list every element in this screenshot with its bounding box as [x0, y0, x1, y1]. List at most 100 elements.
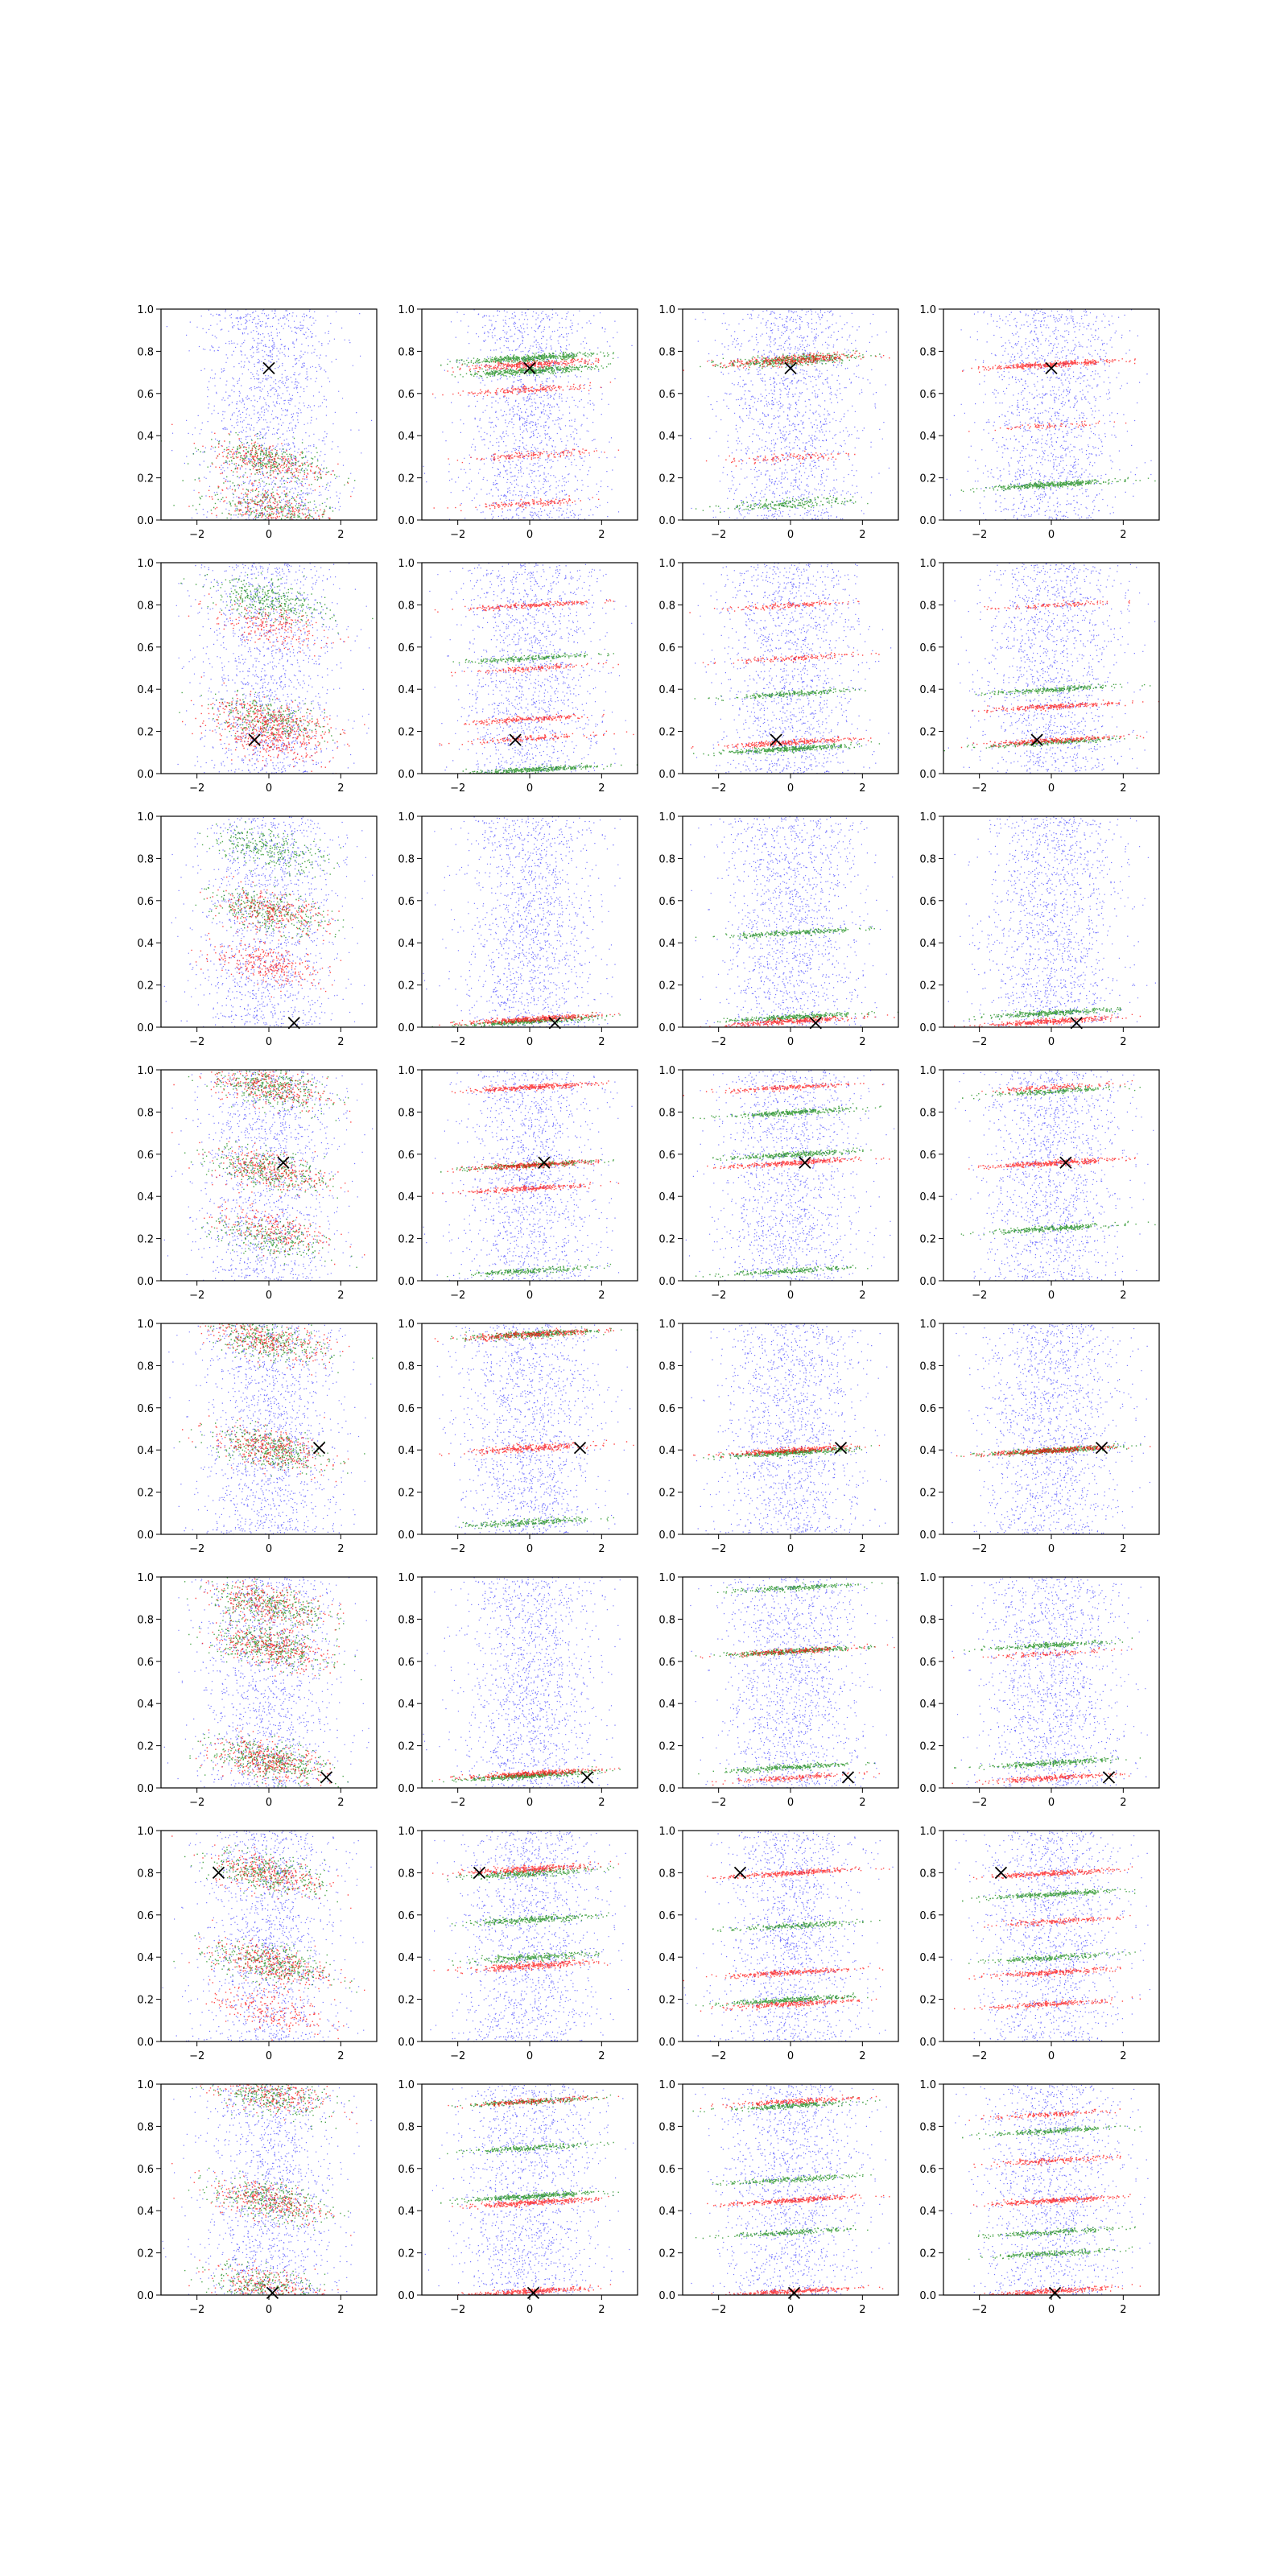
red-points [954, 2108, 1168, 2298]
x-tick-label: 0 [1048, 2050, 1055, 2062]
y-tick-label: 0.0 [137, 1022, 154, 1034]
scatter-points [690, 816, 898, 1029]
scatter-points [935, 2084, 1191, 2298]
y-tick-label: 0.4 [398, 1952, 415, 1964]
x-tick-label: −2 [972, 2304, 987, 2316]
y-tick-label: 0.2 [658, 1741, 675, 1753]
y-tick-label: 0.6 [137, 2164, 154, 2176]
y-tick-label: 0.2 [658, 1995, 675, 2007]
x-tick-label: −2 [711, 1036, 726, 1048]
x-tick-label: 0 [526, 1797, 533, 1809]
subplot-r1-c2: −2 0 20.00.20.40.60.81.0 [398, 304, 669, 541]
blue-points [686, 1070, 923, 1282]
y-tick-label: 1.0 [919, 1826, 936, 1838]
scatter-points [163, 2064, 399, 2317]
scatter-points [163, 1831, 399, 2042]
x-tick-label: 2 [337, 1036, 344, 1048]
y-tick-label: 0.4 [398, 1699, 415, 1711]
x-tick-label: −2 [450, 1036, 465, 1048]
x-tick-label: −2 [450, 529, 465, 541]
scatter-points [168, 1298, 382, 1536]
y-tick-label: 0.2 [137, 1234, 154, 1246]
y-tick-label: 0.2 [919, 2248, 936, 2260]
x-marker [995, 1867, 1006, 1878]
y-tick-label: 0.4 [398, 684, 415, 696]
x-tick-label: 0 [526, 1290, 533, 1302]
y-tick-label: 0.0 [137, 1530, 154, 1542]
red-points [171, 2071, 357, 2314]
x-marker [320, 1772, 332, 1783]
y-tick-label: 1.0 [919, 1065, 936, 1077]
green-points [179, 1311, 373, 1476]
y-tick-label: 0.4 [137, 2206, 154, 2218]
axes-frame [161, 1323, 377, 1534]
subplot-r8-c2: −2 0 20.00.20.40.60.81.0 [398, 2079, 669, 2316]
x-tick-label: 2 [337, 1290, 344, 1302]
y-tick-label: 1.0 [398, 1826, 415, 1838]
axes-frame [422, 2084, 638, 2295]
y-tick-label: 1.0 [398, 304, 415, 316]
subplot-r4-c1: −2 0 20.00.20.40.60.81.0 [137, 1055, 382, 1302]
y-tick-label: 0.8 [398, 853, 415, 865]
green-points [961, 1084, 1191, 1236]
y-tick-label: 0.0 [919, 1783, 936, 1795]
y-tick-label: 0.0 [398, 2290, 415, 2302]
red-points [435, 599, 634, 745]
y-tick-label: 0.0 [658, 1530, 675, 1542]
red-points [942, 600, 1159, 748]
x-tick-label: 0 [526, 782, 533, 795]
x-tick-label: 2 [1120, 2050, 1126, 2062]
x-tick-label: 0 [526, 1543, 533, 1555]
x-tick-label: 2 [1120, 2304, 1126, 2316]
y-tick-label: 0.8 [658, 346, 675, 358]
y-tick-label: 0.2 [137, 1741, 154, 1753]
y-tick-label: 1.0 [137, 1065, 154, 1077]
subplot-r5-c1: −2 0 20.00.20.40.60.81.0 [137, 1298, 382, 1556]
y-tick-label: 0.6 [398, 1910, 415, 1922]
blue-points [951, 1577, 1148, 1789]
axes-frame [422, 1323, 638, 1534]
y-tick-label: 0.8 [658, 1868, 675, 1880]
blue-points [690, 816, 893, 1028]
x-tick-label: 2 [598, 1797, 605, 1809]
y-tick-label: 0.8 [919, 1868, 936, 1880]
blue-points [163, 1831, 399, 2042]
red-points [432, 1861, 647, 1975]
y-tick-label: 0.8 [398, 346, 415, 358]
red-points [952, 1647, 1169, 1785]
y-tick-label: 1.0 [398, 558, 415, 570]
y-tick-label: 0.2 [137, 2248, 154, 2260]
y-tick-label: 0.0 [919, 515, 936, 527]
y-tick-label: 0.0 [919, 2290, 936, 2302]
axes-frame [943, 1323, 1159, 1534]
y-tick-label: 0.8 [398, 1360, 415, 1373]
y-tick-label: 0.0 [398, 1022, 415, 1034]
y-tick-label: 0.0 [658, 515, 675, 527]
y-tick-label: 1.0 [658, 1065, 675, 1077]
y-tick-label: 1.0 [137, 811, 154, 824]
x-tick-label: −2 [711, 2304, 726, 2316]
x-tick-label: 0 [266, 2050, 272, 2062]
y-tick-label: 0.2 [398, 727, 415, 739]
blue-points [365, 1323, 630, 1535]
axes-frame [683, 816, 898, 1027]
red-points [962, 357, 1191, 432]
x-marker [581, 1772, 592, 1783]
y-tick-label: 0.0 [658, 1783, 675, 1795]
y-tick-label: 0.6 [919, 2164, 936, 2176]
axes-frame [422, 1577, 638, 1788]
x-tick-label: −2 [450, 1543, 465, 1555]
y-tick-label: 0.0 [919, 1022, 936, 1034]
red-points [683, 351, 890, 467]
blue-points [163, 2084, 399, 2296]
blue-points [423, 309, 660, 521]
y-tick-label: 0.8 [137, 1360, 154, 1373]
y-tick-label: 0.4 [919, 2206, 936, 2218]
axes-frame [161, 816, 377, 1027]
y-tick-label: 0.6 [398, 2164, 415, 2176]
y-tick-label: 0.0 [137, 515, 154, 527]
y-tick-label: 0.6 [919, 1403, 936, 1415]
x-tick-label: 0 [266, 1543, 272, 1555]
y-tick-label: 0.2 [919, 980, 936, 993]
red-points [689, 600, 879, 749]
